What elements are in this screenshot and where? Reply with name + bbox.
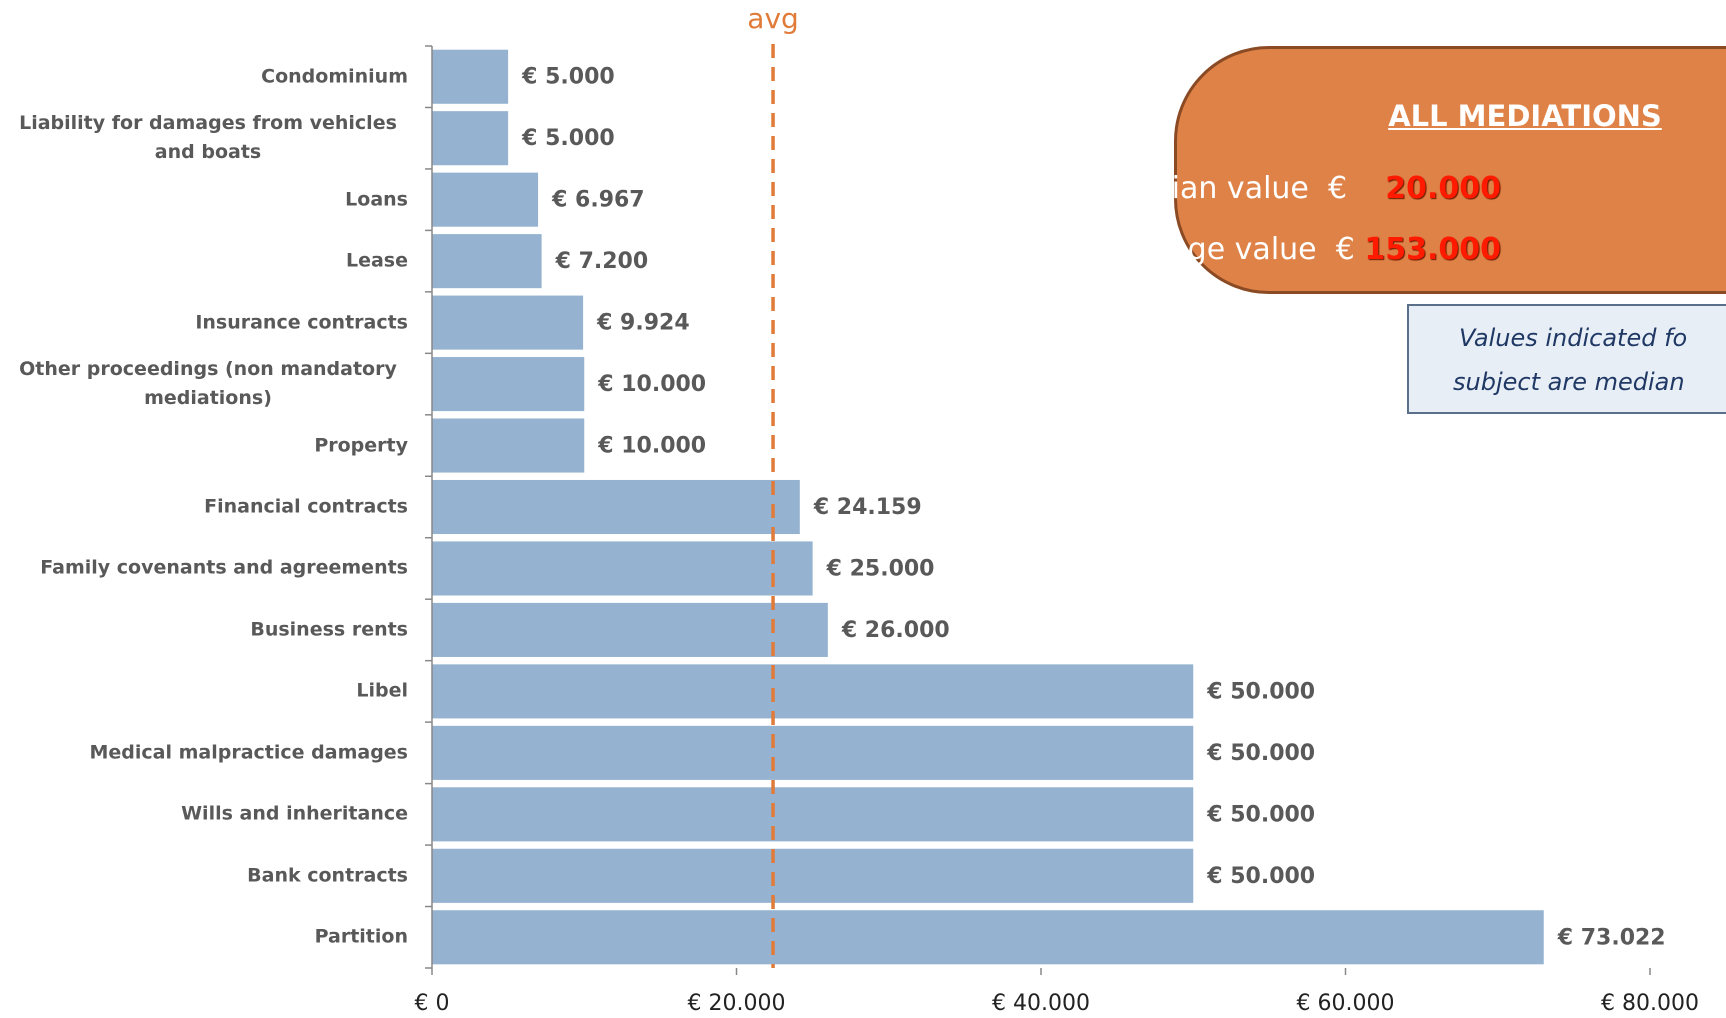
category-label: Wills and inheritance [0, 800, 408, 829]
value-label: € 73.022 [1557, 925, 1666, 950]
bar [432, 49, 509, 104]
category-label: Condominium [0, 62, 408, 91]
bar [432, 418, 585, 473]
note-line: Values indicated fo [1459, 324, 1688, 352]
category-text: Property [314, 434, 408, 457]
category-text: Loans [345, 188, 408, 211]
category-label: Medical malpractice damages [0, 738, 408, 767]
value-label: € 5.000 [521, 65, 615, 90]
value-label: € 50.000 [1206, 679, 1315, 704]
x-tick-label: € 40.000 [992, 991, 1090, 1016]
value-label: € 9.924 [596, 311, 690, 336]
value-label: € 7.200 [555, 249, 649, 274]
bar [432, 479, 800, 535]
category-text: Liability for damages from vehicles and … [19, 112, 397, 164]
bar [432, 910, 1544, 965]
bar [432, 602, 828, 657]
x-tick-label: € 80.000 [1601, 991, 1699, 1016]
summary-box: ALL MEDIATIONS Median value € 20.000 Ave… [1102, 46, 1726, 294]
category-text: Other proceedings (non mandatory mediati… [19, 358, 397, 410]
summary-row: Average value € 153.000 [1102, 232, 1501, 267]
bar [432, 172, 539, 227]
bar [432, 848, 1194, 903]
category-text: Business rents [250, 618, 408, 641]
category-label: Family covenants and agreements [0, 554, 408, 583]
value-label: € 10.000 [597, 372, 706, 397]
x-tick-label: € 20.000 [688, 991, 786, 1016]
bar [432, 787, 1194, 842]
value-label: € 5.000 [521, 126, 615, 151]
summary-amount: 153.000 [1364, 232, 1501, 267]
summary-row: Median value € 20.000 [1108, 171, 1501, 206]
category-label: Property [0, 431, 408, 460]
category-label: Business rents [0, 615, 408, 644]
category-text: Insurance contracts [195, 311, 408, 334]
summary-label: Average value [1101, 232, 1317, 267]
category-label: Liability for damages from vehicles and … [0, 109, 408, 167]
value-label: € 6.967 [551, 188, 645, 213]
summary-amount: 20.000 [1385, 171, 1501, 206]
x-tick-label: € 60.000 [1297, 991, 1395, 1016]
category-text: Condominium [261, 65, 408, 88]
category-text: Lease [345, 249, 408, 272]
bar [432, 234, 542, 289]
value-label: € 50.000 [1206, 864, 1315, 889]
avg-label: avg [747, 2, 799, 35]
category-label: Insurance contracts [0, 308, 408, 337]
value-label: € 50.000 [1206, 802, 1315, 827]
value-label: € 24.159 [813, 495, 922, 520]
value-label: € 50.000 [1206, 741, 1315, 766]
bar [432, 295, 584, 350]
category-label: Financial contracts [0, 493, 408, 522]
category-text: Medical malpractice damages [89, 741, 408, 764]
category-label: Partition [0, 923, 408, 952]
note-box: Values indicated fo subject are median [1407, 304, 1726, 414]
category-text: Bank contracts [247, 864, 408, 887]
category-text: Family covenants and agreements [40, 556, 408, 579]
x-tick-label: € 0 [415, 991, 450, 1016]
summary-currency: € [1327, 171, 1348, 206]
category-text: Libel [356, 679, 408, 702]
category-label: Bank contracts [0, 861, 408, 890]
value-label: € 25.000 [826, 556, 935, 581]
category-label: Other proceedings (non mandatory mediati… [0, 355, 408, 413]
category-label: Loans [0, 185, 408, 214]
value-label: € 10.000 [597, 434, 706, 459]
bar [432, 541, 813, 596]
category-label: Libel [0, 677, 408, 706]
note-line: subject are median [1453, 368, 1685, 396]
category-text: Wills and inheritance [181, 802, 408, 825]
bar [432, 664, 1194, 719]
bar [432, 111, 509, 166]
bar [432, 357, 585, 412]
summary-currency: € [1335, 232, 1355, 267]
category-text: Partition [314, 925, 408, 948]
summary-label: Median value [1108, 171, 1309, 206]
category-label: Lease [0, 247, 408, 276]
value-label: € 26.000 [841, 618, 950, 643]
summary-title: ALL MEDIATIONS [1388, 99, 1662, 133]
bar [432, 725, 1194, 780]
category-text: Financial contracts [204, 495, 408, 518]
